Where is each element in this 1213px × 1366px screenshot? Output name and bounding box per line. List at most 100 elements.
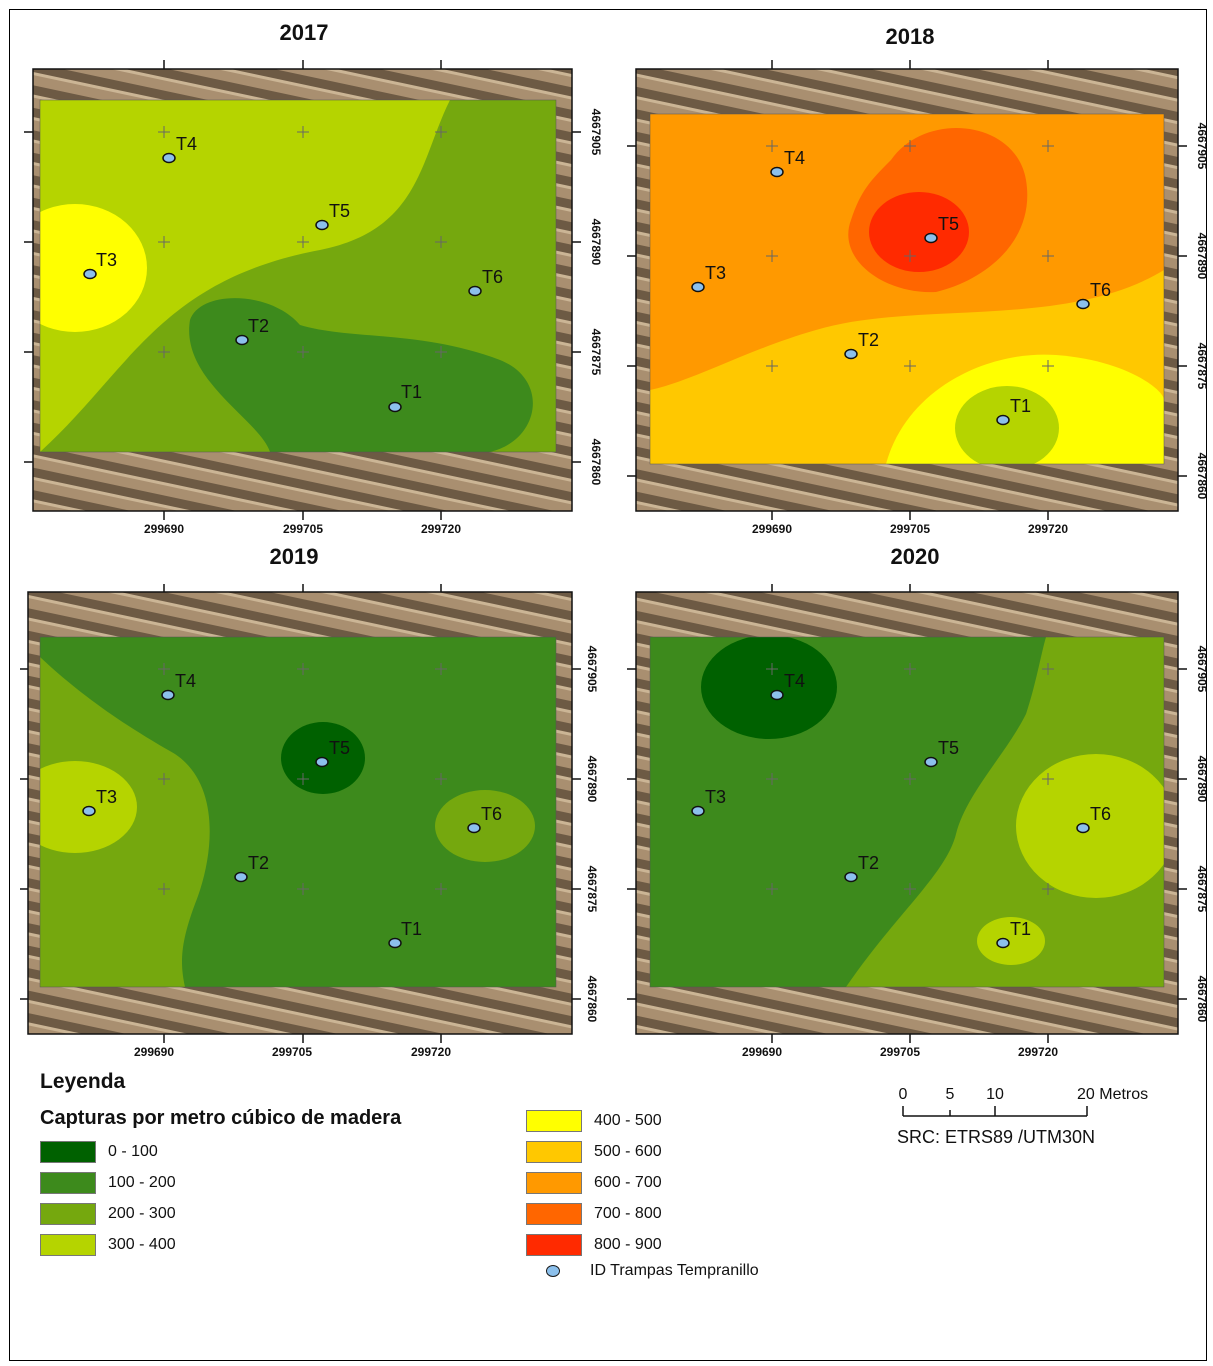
scale-tick-label: 5 bbox=[946, 1086, 955, 1103]
x-tick-label: 299690 bbox=[752, 522, 792, 536]
y-tick-label: 4667875 bbox=[1195, 343, 1209, 390]
y-tick-label: 4667905 bbox=[1195, 646, 1209, 693]
y-tick-label: 4667890 bbox=[585, 756, 599, 803]
trap-marker bbox=[83, 268, 97, 280]
y-tick-label: 4667890 bbox=[1195, 756, 1209, 803]
legend-item: 400 - 500 bbox=[526, 1109, 662, 1133]
x-tick-label: 299690 bbox=[742, 1045, 782, 1059]
trap-label: T6 bbox=[1090, 280, 1111, 300]
trap-label: T2 bbox=[858, 853, 879, 873]
legend-swatch bbox=[40, 1203, 96, 1225]
trap-label: T4 bbox=[175, 671, 196, 691]
zone-800-900 bbox=[869, 192, 969, 272]
legend-swatch bbox=[526, 1141, 582, 1163]
trap-label: T4 bbox=[784, 671, 805, 691]
trap-label: T1 bbox=[1010, 396, 1031, 416]
map-title-2018: 2018 bbox=[885, 24, 935, 49]
x-tick-label: 299720 bbox=[1018, 1045, 1058, 1059]
x-tick-label: 299720 bbox=[411, 1045, 451, 1059]
legend-swatch bbox=[526, 1172, 582, 1194]
trap-label: T3 bbox=[705, 787, 726, 807]
trap-marker bbox=[770, 689, 784, 701]
trap-marker bbox=[1076, 298, 1090, 310]
trap-label: T3 bbox=[96, 250, 117, 270]
legend-swatch bbox=[40, 1141, 96, 1163]
trap-label: T2 bbox=[248, 853, 269, 873]
trap-label: T5 bbox=[329, 201, 350, 221]
trap-label: T5 bbox=[938, 214, 959, 234]
zone-300-400 bbox=[1016, 754, 1164, 898]
legend-swatch bbox=[526, 1110, 582, 1132]
y-tick-label: 4667905 bbox=[1195, 123, 1209, 170]
trap-label: T4 bbox=[176, 134, 197, 154]
zone-300-400 bbox=[977, 917, 1045, 965]
x-tick-label: 299705 bbox=[880, 1045, 920, 1059]
legend-label: 400 - 500 bbox=[594, 1112, 662, 1129]
scale-tick-label: 0 bbox=[899, 1086, 908, 1103]
trap-marker bbox=[162, 152, 176, 164]
trap-marker bbox=[691, 805, 705, 817]
legend-swatch bbox=[526, 1234, 582, 1256]
y-tick-label: 4667875 bbox=[589, 329, 603, 376]
trap-marker bbox=[315, 219, 329, 231]
map-panel-2018: 299690 299705 299720 4667905 4667890 466… bbox=[627, 60, 1209, 536]
legend-label: 500 - 600 bbox=[594, 1143, 662, 1160]
y-tick-label: 4667860 bbox=[589, 439, 603, 486]
trap-marker bbox=[388, 937, 402, 949]
y-tick-label: 4667905 bbox=[585, 646, 599, 693]
trap-label: T1 bbox=[401, 919, 422, 939]
legend-swatch bbox=[40, 1172, 96, 1194]
trap-label: T6 bbox=[482, 267, 503, 287]
legend-label: 700 - 800 bbox=[594, 1205, 662, 1222]
trap-label: T4 bbox=[784, 148, 805, 168]
legend-item: 600 - 700 bbox=[526, 1171, 662, 1195]
legend-label: 800 - 900 bbox=[594, 1236, 662, 1253]
legend-trap-label: ID Trampas Tempranillo bbox=[590, 1262, 759, 1279]
x-tick-label: 299720 bbox=[421, 522, 461, 536]
map-panel-2020: 299690 299705 299720 4667905 4667890 466… bbox=[627, 584, 1209, 1059]
legend-item: 200 - 300 bbox=[40, 1202, 176, 1226]
zone-300-400 bbox=[955, 386, 1059, 464]
trap-label: T3 bbox=[96, 787, 117, 807]
legend-swatch bbox=[526, 1203, 582, 1225]
crs-label: SRC: ETRS89 /UTM30N bbox=[897, 1127, 1096, 1147]
legend-swatch bbox=[40, 1234, 96, 1256]
map-title-2017: 2017 bbox=[279, 20, 329, 45]
legend-label: 100 - 200 bbox=[108, 1174, 176, 1191]
trap-marker bbox=[996, 414, 1010, 426]
legend-item: 0 - 100 bbox=[40, 1140, 158, 1164]
trap-label: T1 bbox=[401, 382, 422, 402]
trap-marker bbox=[82, 805, 96, 817]
trap-marker bbox=[924, 232, 938, 244]
legend-item: 700 - 800 bbox=[526, 1202, 662, 1226]
y-tick-label: 4667875 bbox=[585, 866, 599, 913]
legend-label: 300 - 400 bbox=[108, 1236, 176, 1253]
zone-400-500 bbox=[40, 204, 147, 332]
trap-marker bbox=[924, 756, 938, 768]
x-tick-label: 299690 bbox=[134, 1045, 174, 1059]
legend-item: 800 - 900 bbox=[526, 1233, 662, 1257]
legend-subtitle: Capturas por metro cúbico de madera bbox=[40, 1107, 402, 1129]
zone-100-200 bbox=[189, 298, 533, 452]
legend-label: 200 - 300 bbox=[108, 1205, 176, 1222]
y-tick-label: 4667890 bbox=[1195, 233, 1209, 280]
trap-marker bbox=[467, 822, 481, 834]
trap-marker bbox=[844, 348, 858, 360]
x-tick-label: 299705 bbox=[283, 522, 323, 536]
map-panel-2017: 299690 299705 299720 4667905 4667890 466… bbox=[24, 60, 603, 536]
scale-tick-label: 10 bbox=[986, 1086, 1004, 1103]
zone-200-300 bbox=[846, 637, 1164, 987]
trap-label: T6 bbox=[1090, 804, 1111, 824]
trap-label: T2 bbox=[248, 316, 269, 336]
trap-marker bbox=[844, 871, 858, 883]
legend-item: 500 - 600 bbox=[526, 1140, 662, 1164]
y-tick-label: 4667860 bbox=[1195, 453, 1209, 500]
zone-0-100 bbox=[701, 637, 837, 739]
y-tick-label: 4667905 bbox=[589, 109, 603, 156]
figure-frame bbox=[9, 9, 1207, 1361]
trap-marker bbox=[770, 166, 784, 178]
map-panel-2019: 299690 299705 299720 4667905 4667890 466… bbox=[20, 584, 599, 1059]
y-tick-label: 4667890 bbox=[589, 219, 603, 266]
y-tick-label: 4667875 bbox=[1195, 866, 1209, 913]
legend-item: 300 - 400 bbox=[40, 1233, 176, 1257]
